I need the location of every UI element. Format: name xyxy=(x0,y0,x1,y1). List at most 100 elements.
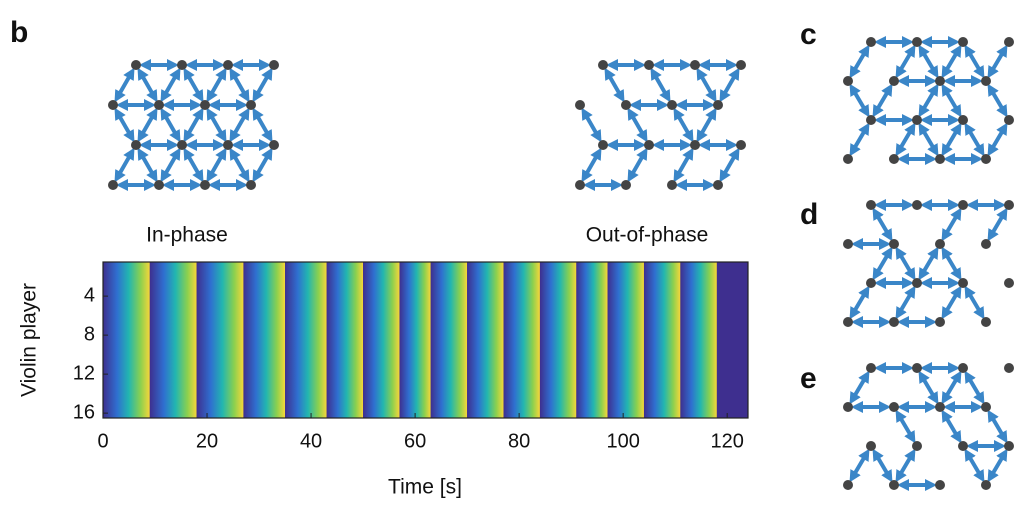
player-node xyxy=(981,154,991,164)
player-node xyxy=(621,180,631,190)
coupling-arrow xyxy=(114,107,135,143)
player-node xyxy=(981,76,991,86)
player-node xyxy=(200,180,210,190)
coupling-arrow xyxy=(895,246,916,281)
coupling-arrow xyxy=(160,67,181,103)
coupling-arrow xyxy=(872,448,893,483)
coupling-arrow xyxy=(206,67,227,103)
phase-stripe xyxy=(576,262,608,418)
player-node xyxy=(958,278,968,288)
player-node xyxy=(843,317,853,327)
player-node xyxy=(1004,200,1014,210)
x-tick-label: 80 xyxy=(508,430,530,452)
coupling-arrow xyxy=(137,67,158,103)
coupling-arrow xyxy=(987,409,1008,444)
player-node xyxy=(843,76,853,86)
coupling-arrow xyxy=(941,370,962,405)
panel-label: b xyxy=(10,16,28,49)
coupling-arrow xyxy=(252,67,273,103)
coupling-arrow xyxy=(581,147,602,183)
player-node xyxy=(935,480,945,490)
coupling-arrow xyxy=(114,147,135,183)
player-node xyxy=(131,140,141,150)
y-tick-label: 16 xyxy=(73,401,95,423)
coupling-arrow xyxy=(696,67,717,103)
player-node xyxy=(246,180,256,190)
coupling-arrow xyxy=(941,409,962,444)
player-node xyxy=(575,100,585,110)
coupling-arrow xyxy=(895,44,916,79)
coupling-arrow xyxy=(895,448,916,483)
phase-stripe xyxy=(643,262,681,418)
player-node xyxy=(667,180,677,190)
coupling-arrow xyxy=(987,207,1008,242)
player-node xyxy=(866,37,876,47)
player-node xyxy=(131,60,141,70)
player-node xyxy=(866,200,876,210)
coupling-arrow xyxy=(872,83,893,118)
x-tick-label: 100 xyxy=(606,430,639,452)
coupling-arrow xyxy=(987,122,1008,157)
coupling-arrow xyxy=(872,207,893,242)
player-node xyxy=(958,363,968,373)
player-node xyxy=(1004,363,1014,373)
coupling-arrow xyxy=(849,83,870,118)
coupling-arrow xyxy=(987,44,1008,79)
player-node xyxy=(889,154,899,164)
player-node xyxy=(981,239,991,249)
player-node xyxy=(154,180,164,190)
phase-stripe xyxy=(285,262,327,418)
coupling-arrow xyxy=(872,246,893,281)
player-node xyxy=(223,60,233,70)
coupling-arrow xyxy=(252,107,273,143)
player-node xyxy=(866,441,876,451)
coupling-arrow xyxy=(627,107,648,143)
coupling-arrow xyxy=(627,147,648,183)
player-node xyxy=(958,115,968,125)
player-node xyxy=(912,278,922,288)
x-tick-label: 60 xyxy=(404,430,426,452)
coupling-arrow xyxy=(650,67,671,103)
phase-stripe xyxy=(539,262,577,418)
coupling-arrow xyxy=(206,107,227,143)
coupling-arrow xyxy=(964,44,985,79)
coupling-arrow xyxy=(160,147,181,183)
player-node xyxy=(713,100,723,110)
player-node xyxy=(177,140,187,150)
player-node xyxy=(958,37,968,47)
coupling-arrow xyxy=(229,67,250,103)
player-node xyxy=(667,100,677,110)
coupling-arrow xyxy=(114,67,135,103)
panel-label: d xyxy=(800,198,818,231)
coupling-arrow xyxy=(941,246,962,281)
coupling-arrow xyxy=(918,122,939,157)
coupling-arrow xyxy=(964,122,985,157)
coupling-arrow xyxy=(964,448,985,483)
player-node xyxy=(935,154,945,164)
player-node xyxy=(843,239,853,249)
coupling-arrow xyxy=(941,285,962,320)
coupling-arrow xyxy=(895,122,916,157)
player-node xyxy=(935,239,945,249)
player-node xyxy=(935,76,945,86)
player-node xyxy=(598,140,608,150)
coupling-arrow xyxy=(719,147,740,183)
panel-label: c xyxy=(800,18,817,51)
coupling-arrow xyxy=(941,44,962,79)
y-axis-label: Violin player xyxy=(18,283,41,397)
phase-stripe xyxy=(467,262,504,418)
player-node xyxy=(598,60,608,70)
coupling-arrow xyxy=(895,409,916,444)
player-node xyxy=(690,60,700,70)
player-node xyxy=(958,200,968,210)
phase-stripe xyxy=(363,262,400,418)
coupling-arrow xyxy=(918,83,939,118)
player-node xyxy=(223,140,233,150)
coupling-arrow xyxy=(581,107,602,143)
x-tick-label: 40 xyxy=(300,430,322,452)
coupling-arrow xyxy=(849,285,870,320)
x-tick-label: 0 xyxy=(97,430,108,452)
coupling-arrow xyxy=(941,122,962,157)
coupling-arrow xyxy=(206,147,227,183)
phase-stripe xyxy=(103,262,150,418)
